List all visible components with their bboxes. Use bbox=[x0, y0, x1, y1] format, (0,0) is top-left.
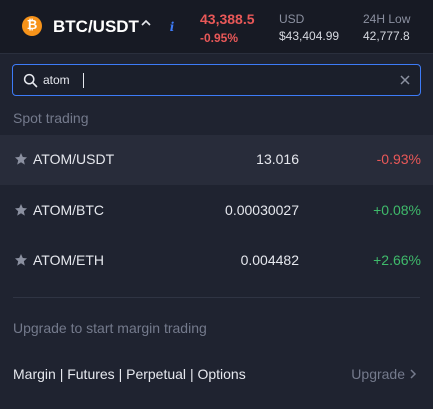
bitcoin-icon: ₿ bbox=[22, 16, 42, 36]
row-symbol: ATOM/BTC bbox=[33, 202, 105, 218]
margin-link[interactable]: Margin bbox=[13, 366, 56, 382]
upgrade-label: Upgrade bbox=[351, 366, 405, 382]
search-input[interactable] bbox=[43, 70, 383, 90]
perpetual-link[interactable]: Perpetual bbox=[126, 366, 187, 382]
row-symbol: ATOM/USDT bbox=[33, 151, 115, 167]
row-change: +0.08% bbox=[373, 202, 421, 218]
row-price: 13.016 bbox=[256, 151, 299, 167]
options-link[interactable]: Options bbox=[197, 366, 246, 382]
chevron-right-icon bbox=[410, 369, 417, 379]
star-icon[interactable] bbox=[14, 203, 28, 217]
search-box[interactable] bbox=[12, 64, 421, 96]
separator: | bbox=[118, 366, 127, 382]
24h-low-label: 24H Low bbox=[363, 12, 411, 26]
24h-low-value: 42,777.8 bbox=[363, 29, 410, 43]
price-change-percent: -0.95% bbox=[200, 31, 239, 45]
star-icon[interactable] bbox=[14, 152, 28, 166]
market-row-atom-usdt[interactable]: ATOM/USDT 13.016 -0.93% bbox=[0, 135, 433, 185]
market-row-atom-eth[interactable]: ATOM/ETH 0.004482 +2.66% bbox=[0, 236, 433, 286]
row-price: 0.00030027 bbox=[225, 202, 299, 218]
spot-trading-label: Spot trading bbox=[13, 110, 89, 126]
usd-value: $43,404.99 bbox=[279, 29, 340, 43]
upgrade-note: Upgrade to start margin trading bbox=[13, 320, 207, 336]
info-icon[interactable]: i bbox=[169, 20, 175, 34]
usd-label: USD bbox=[279, 12, 305, 26]
search-icon bbox=[23, 73, 38, 88]
star-icon[interactable] bbox=[14, 253, 28, 267]
clear-icon[interactable] bbox=[399, 74, 411, 86]
margin-links: Margin | Futures | Perpetual | Options bbox=[13, 366, 246, 382]
upgrade-button[interactable]: Upgrade bbox=[351, 366, 417, 382]
row-symbol: ATOM/ETH bbox=[33, 252, 105, 268]
text-caret bbox=[83, 73, 84, 88]
pair-selector[interactable]: BTC/USDT bbox=[53, 17, 139, 36]
market-row-atom-btc[interactable]: ATOM/BTC 0.00030027 +0.08% bbox=[0, 186, 433, 236]
row-change: +2.66% bbox=[373, 252, 421, 268]
divider bbox=[13, 297, 420, 298]
row-price: 0.004482 bbox=[240, 252, 299, 268]
separator: | bbox=[189, 366, 198, 382]
futures-link[interactable]: Futures bbox=[67, 366, 115, 382]
chevron-up-icon[interactable] bbox=[140, 17, 152, 29]
market-header: ₿ BTC/USDT i 43,388.5 -0.95% USD $43,404… bbox=[0, 0, 433, 54]
last-price: 43,388.5 bbox=[200, 11, 255, 27]
separator: | bbox=[59, 366, 68, 382]
row-change: -0.93% bbox=[376, 151, 421, 167]
